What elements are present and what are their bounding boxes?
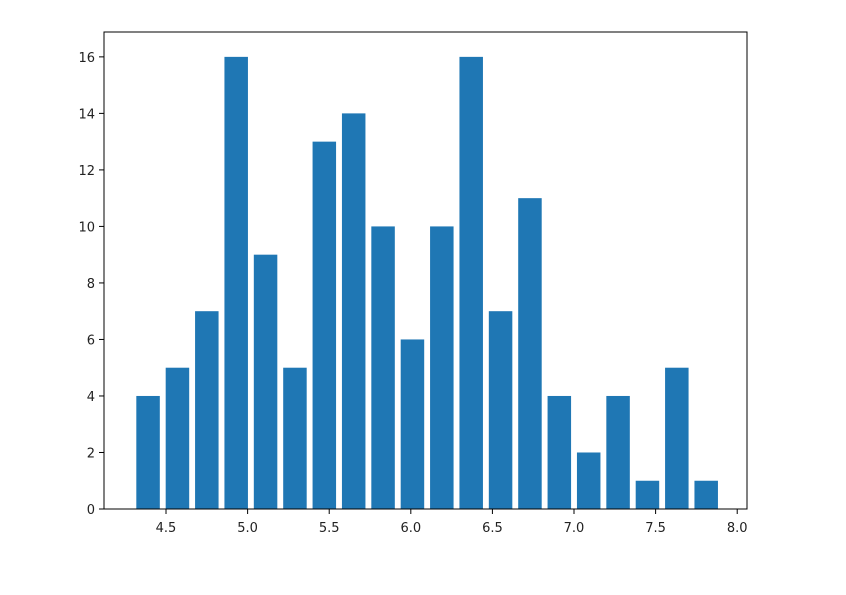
bar	[195, 311, 219, 509]
bar	[665, 367, 689, 509]
bar	[165, 367, 190, 509]
y-tick-label: 2	[87, 446, 95, 461]
bar	[488, 311, 513, 509]
x-tick-label: 6.0	[400, 521, 421, 536]
bar	[341, 113, 366, 510]
plot-frame	[103, 31, 748, 510]
y-tick-label: 8	[87, 277, 95, 292]
bar	[224, 56, 248, 509]
y-tick-label: 10	[78, 220, 95, 235]
x-tick-label: 5.0	[237, 521, 258, 536]
y-tick-label: 0	[87, 503, 95, 518]
x-tick-label: 5.5	[319, 521, 340, 536]
bar	[635, 480, 660, 509]
y-tick-label: 14	[78, 107, 95, 122]
bar	[576, 452, 601, 509]
x-tick-label: 8.0	[727, 521, 748, 536]
y-tick-label: 6	[87, 333, 95, 348]
x-tick-label: 4.5	[156, 521, 177, 536]
x-tick-label: 7.5	[645, 521, 666, 536]
x-tick-label: 7.0	[564, 521, 585, 536]
y-tick-label: 16	[78, 51, 95, 66]
bar	[400, 339, 425, 509]
bar	[694, 480, 718, 509]
bar	[606, 395, 630, 509]
bar	[518, 198, 542, 510]
y-tick-label: 4	[87, 390, 95, 405]
bar	[371, 226, 395, 510]
bar	[136, 395, 160, 509]
bar	[547, 395, 572, 509]
y-tick-label: 12	[78, 164, 95, 179]
bar	[459, 56, 483, 509]
bar	[253, 254, 278, 509]
bar	[312, 141, 337, 509]
bar	[430, 226, 454, 510]
x-tick-label: 6.5	[482, 521, 503, 536]
bar	[283, 367, 307, 509]
